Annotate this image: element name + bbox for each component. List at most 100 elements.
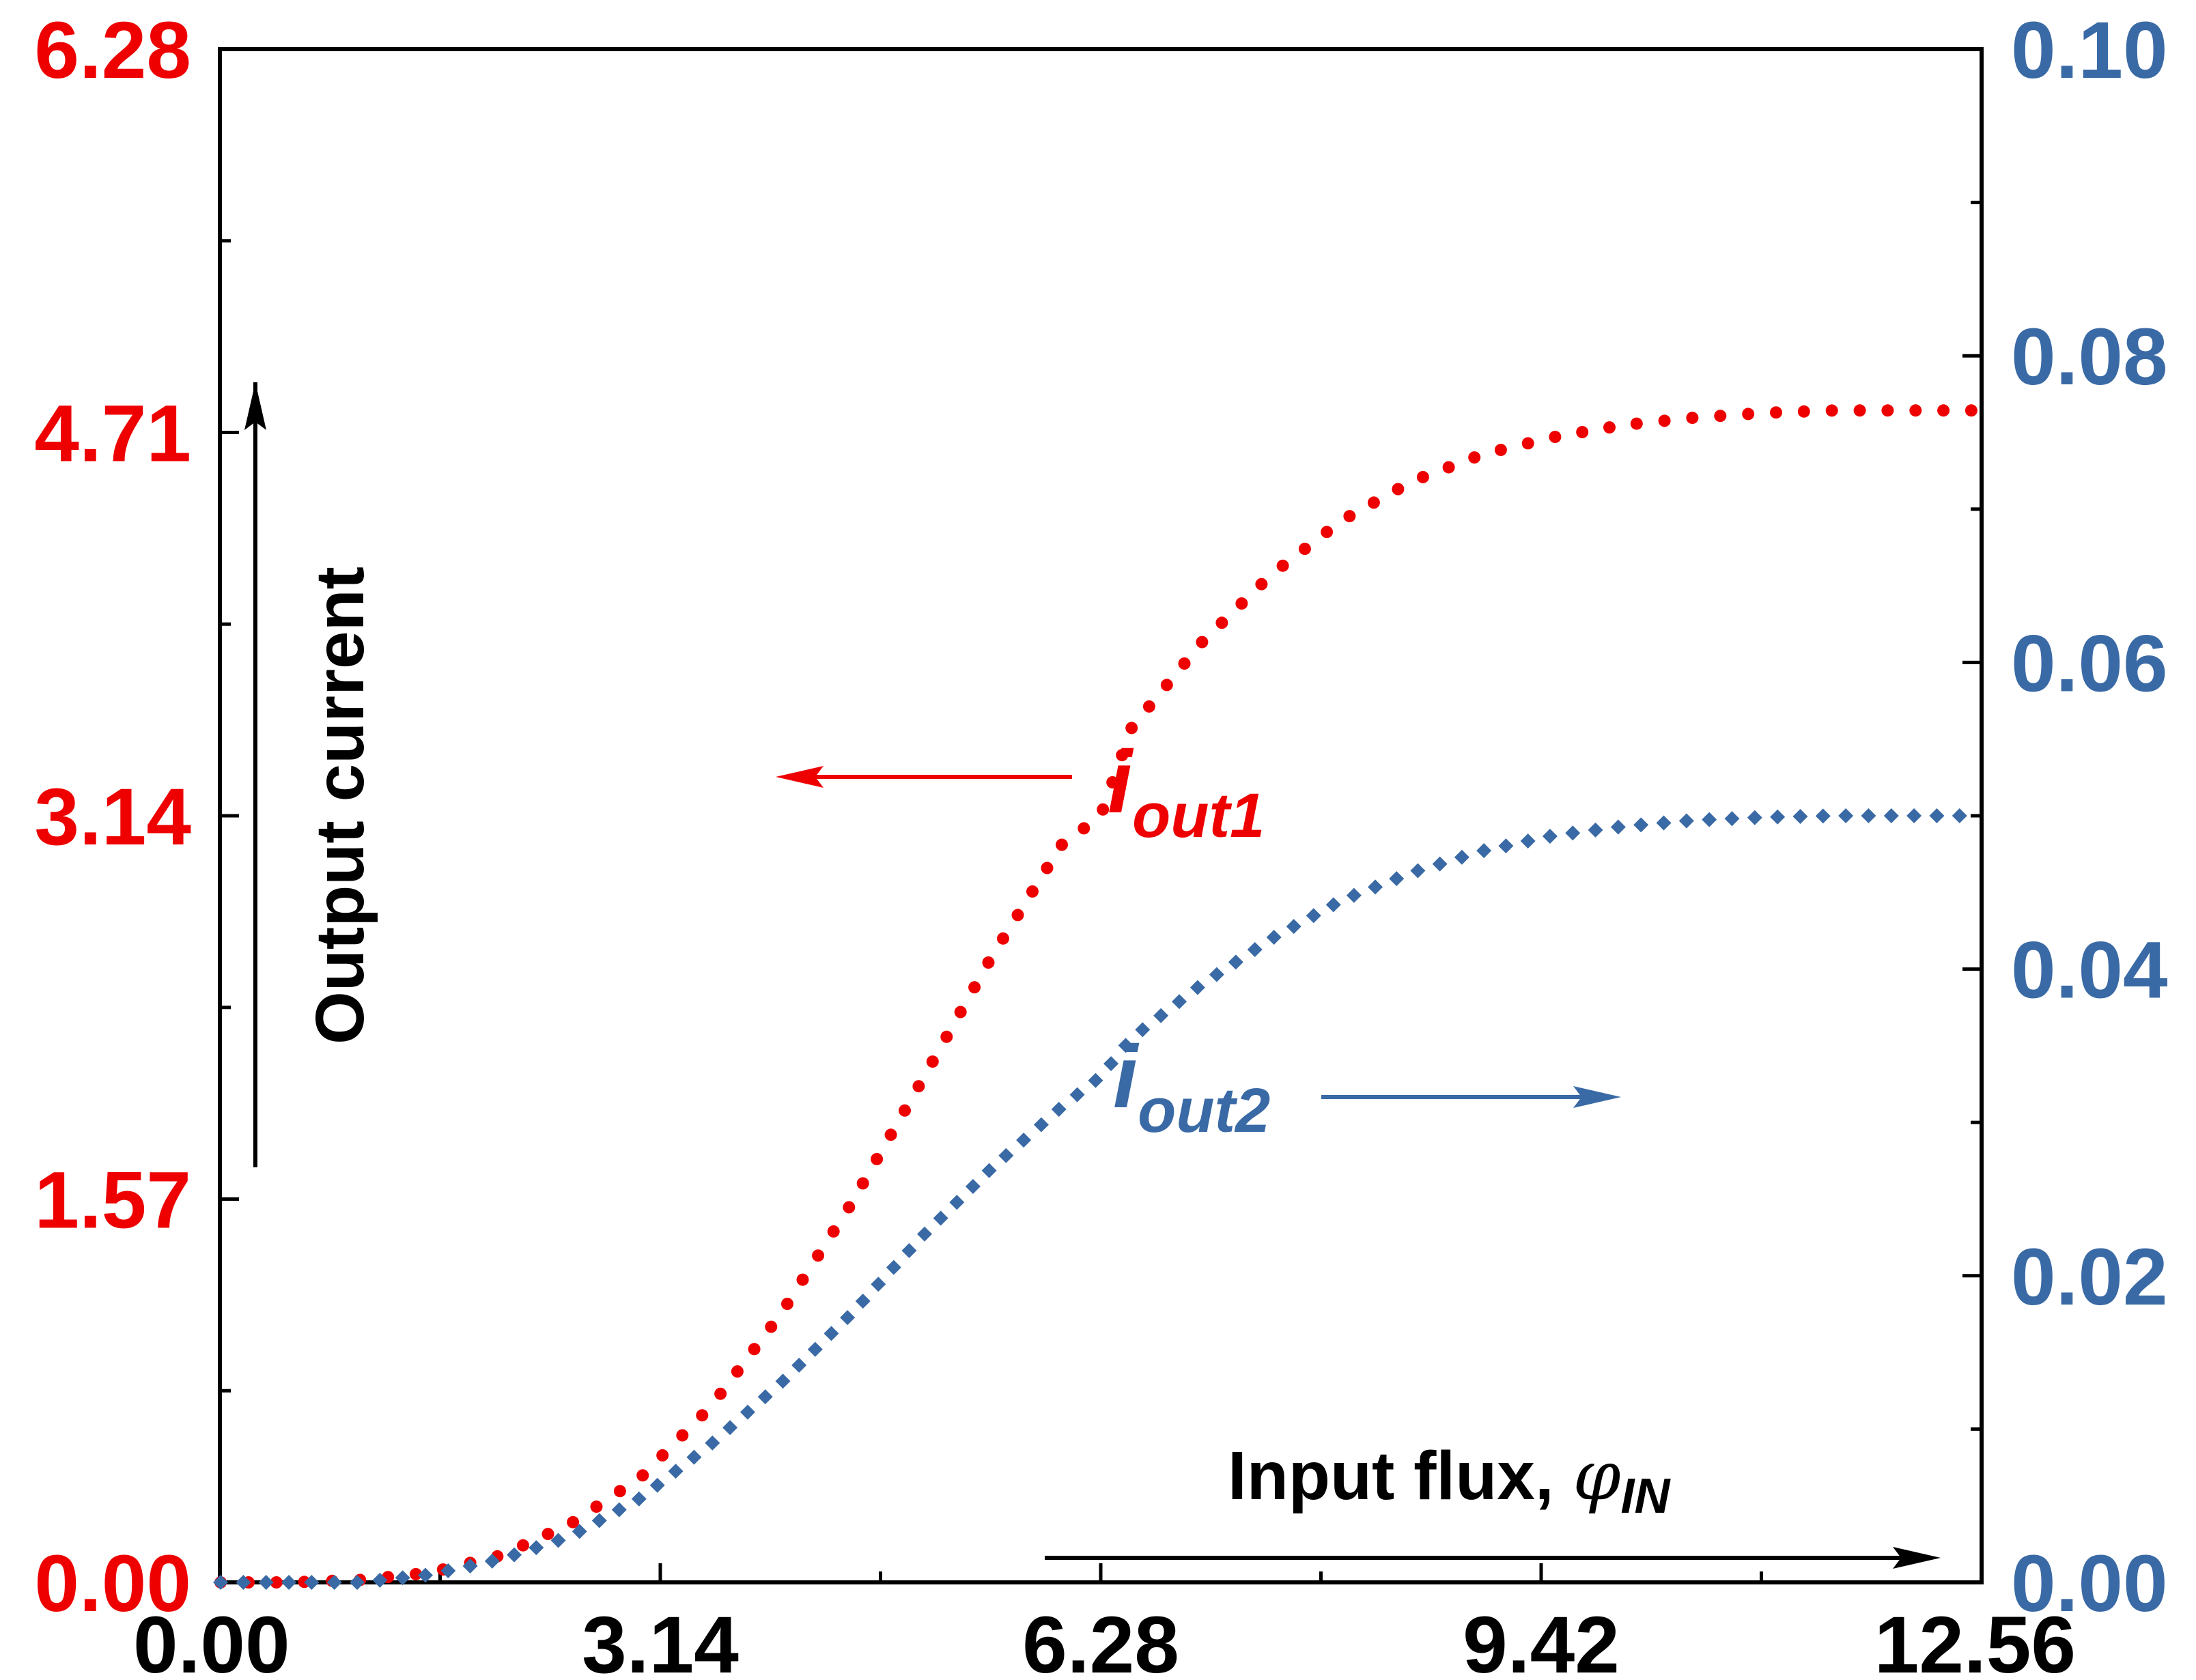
data-point — [886, 1259, 901, 1275]
data-point — [1118, 1038, 1134, 1053]
data-point — [1172, 994, 1187, 1010]
data-point — [1142, 700, 1155, 713]
data-point — [1929, 808, 1945, 823]
data-point — [1520, 834, 1536, 849]
data-point — [1286, 919, 1301, 935]
data-point — [1549, 431, 1562, 443]
data-point — [1742, 408, 1755, 421]
data-point — [855, 1293, 871, 1309]
data-point — [270, 1576, 283, 1589]
left-y-axis: 0.00 1.57 3.14 4.71 6.28 — [34, 5, 239, 1629]
data-point — [668, 1464, 684, 1479]
data-point — [1965, 404, 1977, 417]
data-point — [824, 1326, 839, 1341]
y-right-tick-label: 0.10 — [2011, 5, 2168, 96]
data-point — [775, 1373, 791, 1389]
data-point — [1178, 657, 1191, 670]
y-right-tick-label: 0.08 — [2011, 312, 2168, 402]
series-2-label-main: i — [1113, 1027, 1140, 1126]
y-left-tick-label: 6.28 — [34, 5, 191, 96]
data-point — [998, 1148, 1014, 1163]
data-point — [807, 1341, 823, 1357]
data-point — [1228, 954, 1243, 970]
data-point — [213, 1575, 229, 1590]
y-left-tick-label: 0.00 — [34, 1539, 191, 1629]
data-point — [1576, 426, 1589, 438]
data-point — [1416, 470, 1429, 483]
data-point — [1815, 808, 1831, 824]
data-point — [1454, 849, 1469, 865]
data-point — [901, 1242, 917, 1258]
series-1 — [214, 404, 1977, 1589]
data-point — [1392, 483, 1405, 496]
data-point — [590, 1500, 603, 1513]
data-point — [572, 1524, 587, 1539]
data-point — [714, 1387, 727, 1400]
data-point — [1770, 406, 1782, 419]
data-point — [326, 1575, 342, 1590]
y-right-tick-label: 0.00 — [2011, 1539, 2168, 1629]
data-point — [1410, 863, 1426, 879]
data-point — [1235, 597, 1248, 610]
data-point — [791, 1357, 807, 1373]
data-point — [1747, 810, 1762, 825]
data-point — [1883, 808, 1899, 823]
data-point — [1610, 819, 1626, 835]
data-point — [856, 1177, 869, 1190]
data-point — [1937, 404, 1950, 417]
data-point — [949, 1195, 965, 1210]
series-1-arrowhead — [776, 766, 824, 788]
data-point — [1498, 838, 1514, 854]
series-2-arrowhead — [1573, 1086, 1621, 1108]
data-point — [440, 1563, 456, 1579]
series-1-label-main: i — [1108, 732, 1134, 831]
data-point — [1476, 843, 1492, 859]
data-point — [686, 1449, 702, 1465]
data-point — [933, 1210, 948, 1226]
data-point — [1160, 679, 1173, 692]
data-point — [656, 1449, 669, 1462]
data-point — [529, 1540, 544, 1556]
data-point — [1792, 809, 1808, 825]
data-point — [731, 1365, 744, 1378]
y-left-tick-label: 4.71 — [34, 389, 191, 479]
x-tick-label: 3.14 — [582, 1600, 739, 1680]
data-point — [1298, 543, 1311, 555]
data-point — [1069, 1087, 1085, 1102]
data-point — [649, 1477, 665, 1493]
data-point — [696, 1409, 709, 1422]
data-point — [871, 1152, 884, 1165]
plot-frame — [218, 47, 1984, 1584]
data-point — [1825, 404, 1838, 417]
data-point — [1678, 813, 1694, 829]
data-point — [1686, 412, 1699, 425]
data-point — [1432, 856, 1448, 872]
y-right-tick-label: 0.02 — [2011, 1232, 2168, 1322]
data-point — [968, 981, 981, 994]
data-point — [1368, 879, 1383, 895]
data-point — [1658, 414, 1671, 427]
series-1-label-sub: out1 — [1132, 781, 1265, 851]
data-point — [1103, 1056, 1119, 1072]
data-point — [926, 1055, 939, 1068]
data-point — [591, 1513, 607, 1528]
data-point — [1088, 1072, 1103, 1088]
data-point — [940, 1030, 953, 1043]
data-point — [484, 1553, 500, 1569]
data-point — [1209, 967, 1224, 982]
y-left-tick-label: 3.14 — [34, 772, 191, 862]
x-axis-title: Input flux, φIN — [1228, 1436, 1672, 1524]
data-point — [1861, 808, 1876, 823]
data-point — [1770, 809, 1786, 825]
data-point — [899, 1104, 911, 1117]
data-point — [1494, 444, 1507, 457]
data-point — [1542, 828, 1558, 844]
data-point — [796, 1273, 809, 1286]
data-point — [1097, 803, 1110, 816]
data-point — [997, 932, 1009, 945]
data-point — [350, 1575, 365, 1590]
data-point — [676, 1429, 689, 1442]
data-point — [631, 1491, 647, 1507]
data-point — [765, 1320, 778, 1333]
data-point — [1026, 885, 1039, 898]
